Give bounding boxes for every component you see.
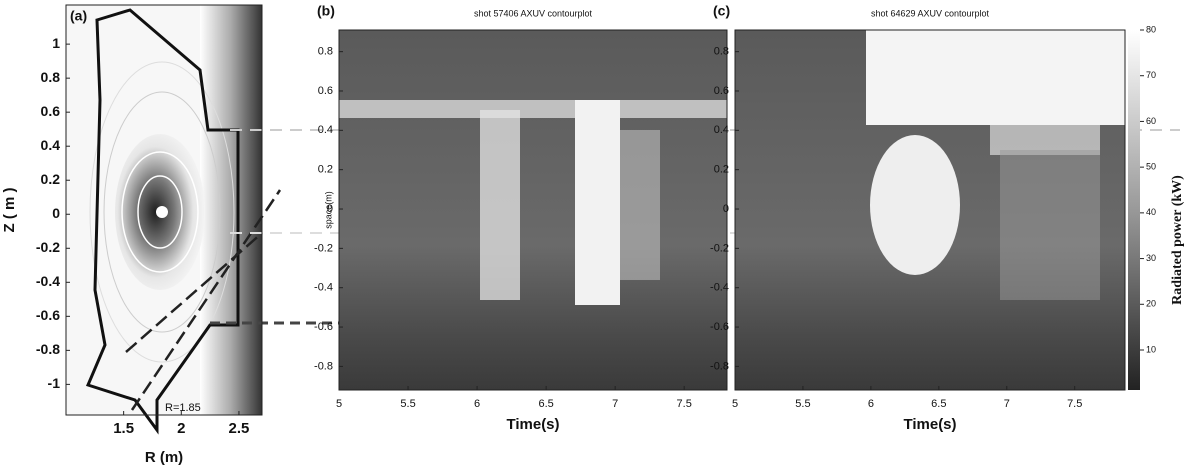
y-tick-label: 0 [52, 205, 60, 221]
colorbar-tick-label: 60 [1146, 116, 1156, 126]
colorbar-tick-label: 20 [1146, 299, 1156, 309]
contour [121, 151, 199, 273]
x-tick-label: 7.5 [1067, 398, 1082, 410]
y-axis-label: space(m) [323, 191, 333, 229]
y-tick-label: 0 [723, 203, 729, 215]
y-tick-label: 0 [327, 203, 333, 215]
y-tick-label: -1 [48, 375, 61, 391]
vessel-boundary [85, 8, 240, 435]
y-tick-label: 0.8 [41, 69, 61, 85]
y-tick-label: -0.2 [710, 242, 729, 254]
sightline [130, 189, 282, 411]
x-tick-label: 7 [612, 398, 618, 410]
y-axis-label: Z ( m ) [1, 188, 18, 233]
y-tick-label: -0.8 [710, 360, 729, 372]
plot-frame [338, 29, 728, 391]
colorbar [1128, 30, 1140, 390]
y-tick-label: -0.4 [36, 273, 60, 289]
contour [89, 61, 235, 363]
colorbar-tick-label: 10 [1146, 344, 1156, 354]
heat-region [1000, 150, 1100, 300]
y-tick-label: -0.6 [710, 321, 729, 333]
annotation: R=1.85 [165, 402, 201, 414]
y-tick-label: 0.4 [41, 137, 61, 153]
heat-region [620, 130, 660, 280]
panel-label: (b) [317, 3, 335, 19]
x-tick-label: 2 [177, 420, 185, 437]
y-tick-label: -0.6 [36, 307, 60, 323]
colorbar-label: Radiated power (kW) [1170, 175, 1185, 305]
y-tick-label: -0.6 [314, 321, 333, 333]
x-tick-label: 5.5 [400, 398, 415, 410]
x-axis-label: R (m) [145, 449, 183, 466]
panel-label: (a) [70, 8, 87, 24]
y-tick-label: 0.6 [714, 85, 729, 97]
x-tick-label: 5 [336, 398, 342, 410]
x-tick-label: 7.5 [677, 398, 692, 410]
y-tick-label: 0.6 [318, 85, 333, 97]
contour [103, 91, 221, 333]
y-tick-label: 0.2 [41, 171, 61, 187]
plot-frame [65, 4, 263, 416]
wall-shading [200, 5, 262, 415]
y-tick-label: -0.8 [36, 341, 60, 357]
y-tick-label: -0.4 [710, 282, 729, 294]
colorbar-tick-label: 50 [1146, 162, 1156, 172]
x-tick-label: 6 [474, 398, 480, 410]
colorbar-tick-label: 80 [1146, 24, 1156, 34]
x-tick-label: 1.5 [113, 420, 134, 437]
x-tick-label: 6.5 [931, 398, 946, 410]
y-tick-label: 0.8 [318, 46, 333, 58]
axis-point [156, 206, 168, 218]
y-tick-label: -0.2 [314, 242, 333, 254]
heatmap-bg [339, 30, 727, 390]
heat-band [339, 100, 727, 118]
y-tick-label: 0.4 [318, 124, 333, 136]
y-tick-label: -0.2 [36, 239, 60, 255]
x-tick-label: 5 [732, 398, 738, 410]
sightline [125, 232, 263, 353]
y-tick-label: 0.6 [41, 103, 61, 119]
x-tick-label: 6.5 [538, 398, 553, 410]
y-tick-label: -0.4 [314, 282, 333, 294]
x-tick-label: 7 [1004, 398, 1010, 410]
contour [137, 175, 183, 249]
x-tick-label: 6 [868, 398, 874, 410]
y-tick-label: 0.2 [714, 164, 729, 176]
heat-region [866, 30, 1125, 125]
colorbar-tick-label: 30 [1146, 253, 1156, 263]
colorbar-tick-label: 40 [1146, 207, 1156, 217]
heat-region [575, 100, 620, 305]
y-tick-label: 0.8 [714, 46, 729, 58]
y-tick-label: 0.2 [318, 164, 333, 176]
chart-title: shot 64629 AXUV contourplot [871, 8, 990, 18]
heat-region [870, 135, 960, 275]
panel-label: (c) [713, 3, 730, 19]
x-axis-label: Time(s) [903, 416, 956, 433]
y-tick-label: -0.8 [314, 360, 333, 372]
heat-region [480, 110, 520, 300]
colorbar-tick-label: 70 [1146, 70, 1156, 80]
x-axis-label: Time(s) [506, 416, 559, 433]
y-tick-label: 0.4 [714, 124, 729, 136]
chart-title: shot 57406 AXUV contourplot [474, 8, 593, 18]
plot-frame [734, 29, 1126, 391]
y-tick-label: 1 [52, 35, 60, 51]
x-tick-label: 5.5 [795, 398, 810, 410]
x-tick-label: 2.5 [229, 420, 250, 437]
